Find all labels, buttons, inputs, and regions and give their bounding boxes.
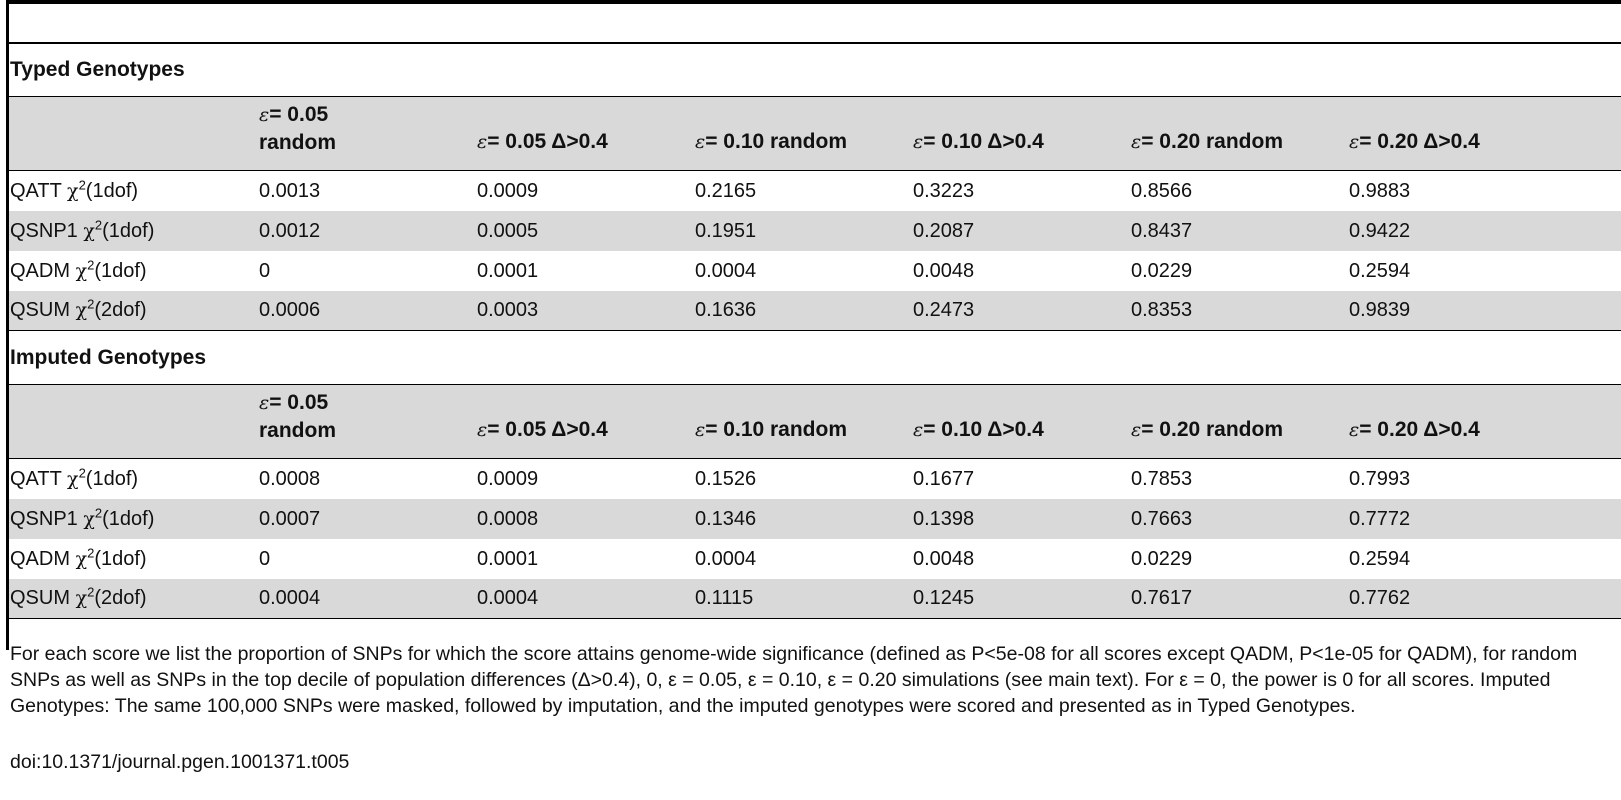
table-cell: 0.7617: [1131, 587, 1193, 610]
table-cell: 0.0229: [1131, 547, 1193, 570]
header-eps-010-delta: ε= 0.10 Δ>0.4: [913, 418, 1044, 441]
table-cell: 0.1526: [695, 467, 757, 490]
table-cell: 0.0001: [477, 547, 539, 570]
header-eps-020-random: ε= 0.20 random: [1131, 418, 1284, 441]
row-label: QSNP1 χ2(1dof): [10, 216, 155, 242]
table-cell: 0.7772: [1349, 507, 1411, 530]
row-label: QADM χ2(1dof): [10, 544, 147, 570]
table-cell: 0.0008: [259, 467, 321, 490]
header-eps-005-random: ε= 0.05 random: [259, 103, 337, 154]
table-cell: 0.0048: [913, 259, 975, 282]
header-eps-010-delta: ε= 0.10 Δ>0.4: [913, 130, 1044, 153]
header-row: ε= 0.05 random ε= 0.05 Δ>0.4 ε= 0.10 rand…: [9, 96, 1621, 171]
table-row: QSNP1 χ2(1dof) 0.0012 0.0005 0.1951 0.20…: [9, 210, 1621, 251]
section-title-typed: Typed Genotypes: [10, 58, 185, 81]
table-row: QSUM χ2(2dof) 0.0004 0.0004 0.1115 0.124…: [9, 578, 1621, 619]
table-cell: 0.0003: [477, 299, 539, 322]
table-cell: 0.3223: [913, 179, 975, 202]
table-cell: 0: [259, 547, 271, 570]
table-cell: 0.2087: [913, 219, 975, 242]
table-cell: 0.0009: [477, 179, 539, 202]
table-row: QATT χ2(1dof) 0.0013 0.0009 0.2165 0.322…: [9, 171, 1621, 211]
table-cell: 0.7663: [1131, 507, 1193, 530]
header-eps-005-delta: ε= 0.05 Δ>0.4: [477, 130, 608, 153]
table-cell: 0.0005: [477, 219, 539, 242]
table-cell: 0.1245: [913, 587, 975, 610]
header-blank: [9, 97, 259, 171]
left-rule: [6, 0, 9, 650]
section-divider: [9, 42, 1621, 44]
header-row: ε= 0.05 random ε= 0.05 Δ>0.4 ε= 0.10 rand…: [9, 384, 1621, 459]
table-row: QADM χ2(1dof) 0 0.0001 0.0004 0.0048 0.0…: [9, 539, 1621, 579]
table-cell: 0.8566: [1131, 179, 1193, 202]
table-cell: 0.0008: [477, 507, 539, 530]
row-label: QATT χ2(1dof): [10, 465, 139, 490]
header-eps-005-random: ε= 0.05 random: [259, 391, 337, 442]
table-cell: 0.2473: [913, 299, 975, 322]
table-cell: 0.0001: [477, 259, 539, 282]
table-cell: 0.7853: [1131, 467, 1193, 490]
table-cell: 0.2594: [1349, 547, 1411, 570]
table-cell: 0.9883: [1349, 179, 1411, 202]
table-cell: 0.7762: [1349, 587, 1411, 610]
table-cell: 0.0012: [259, 219, 321, 242]
table-cell: 0.0004: [477, 587, 539, 610]
table-cell: 0.1346: [695, 507, 757, 530]
table-cell: 0.0004: [259, 587, 321, 610]
table-cell: 0.1677: [913, 467, 975, 490]
top-rule: [6, 0, 1621, 4]
table-cell: 0.1115: [695, 587, 754, 610]
table-footnote: For each score we list the proportion of…: [10, 643, 1578, 717]
table-cell: 0.0009: [477, 467, 539, 490]
table-cell: 0.2165: [695, 179, 757, 202]
table-cell: 0.8437: [1131, 219, 1193, 242]
table-cell: 0.7993: [1349, 467, 1411, 490]
section-title-imputed: Imputed Genotypes: [10, 346, 207, 369]
row-label: QSUM χ2(2dof): [10, 296, 147, 322]
header-eps-005-delta: ε= 0.05 Δ>0.4: [477, 418, 608, 441]
table-cell: 0.0007: [259, 507, 321, 530]
typed-genotypes-table: ε= 0.05 random ε= 0.05 Δ>0.4 ε= 0.10 rand…: [9, 96, 1621, 331]
row-label: QSNP1 χ2(1dof): [10, 504, 155, 530]
table-cell: 0.1398: [913, 507, 975, 530]
table-cell: 0.2594: [1349, 259, 1411, 282]
table-cell: 0.0013: [259, 179, 321, 202]
table-row: QSUM χ2(2dof) 0.0006 0.0003 0.1636 0.247…: [9, 290, 1621, 331]
table-cell: 0.0006: [259, 299, 321, 322]
table-cell: 0.8353: [1131, 299, 1193, 322]
table-cell: 0: [259, 259, 271, 282]
table-cell: 0.0229: [1131, 259, 1193, 282]
header-eps-020-delta: ε= 0.20 Δ>0.4: [1349, 130, 1480, 153]
table-row: QSNP1 χ2(1dof) 0.0007 0.0008 0.1346 0.13…: [9, 498, 1621, 539]
table-cell: 0.0048: [913, 547, 975, 570]
table-cell: 0.0004: [695, 259, 757, 282]
header-eps-010-random: ε= 0.10 random: [695, 418, 848, 441]
doi-link[interactable]: doi:10.1371/journal.pgen.1001371.t005: [10, 751, 350, 773]
table-cell: 0.0004: [695, 547, 757, 570]
table-cell: 0.1951: [695, 219, 757, 242]
header-blank: [9, 385, 259, 459]
header-eps-020-delta: ε= 0.20 Δ>0.4: [1349, 418, 1480, 441]
header-eps-010-random: ε= 0.10 random: [695, 130, 848, 153]
row-label: QSUM χ2(2dof): [10, 584, 147, 610]
table-cell: 0.1636: [695, 299, 757, 322]
table-row: QATT χ2(1dof) 0.0008 0.0009 0.1526 0.167…: [9, 459, 1621, 499]
table-cell: 0.9422: [1349, 219, 1411, 242]
row-label: QATT χ2(1dof): [10, 177, 139, 202]
row-label: QADM χ2(1dof): [10, 256, 147, 282]
imputed-genotypes-table: ε= 0.05 random ε= 0.05 Δ>0.4 ε= 0.10 rand…: [9, 384, 1621, 619]
table-cell: 0.9839: [1349, 299, 1411, 322]
header-eps-020-random: ε= 0.20 random: [1131, 130, 1284, 153]
table-row: QADM χ2(1dof) 0 0.0001 0.0004 0.0048 0.0…: [9, 251, 1621, 291]
